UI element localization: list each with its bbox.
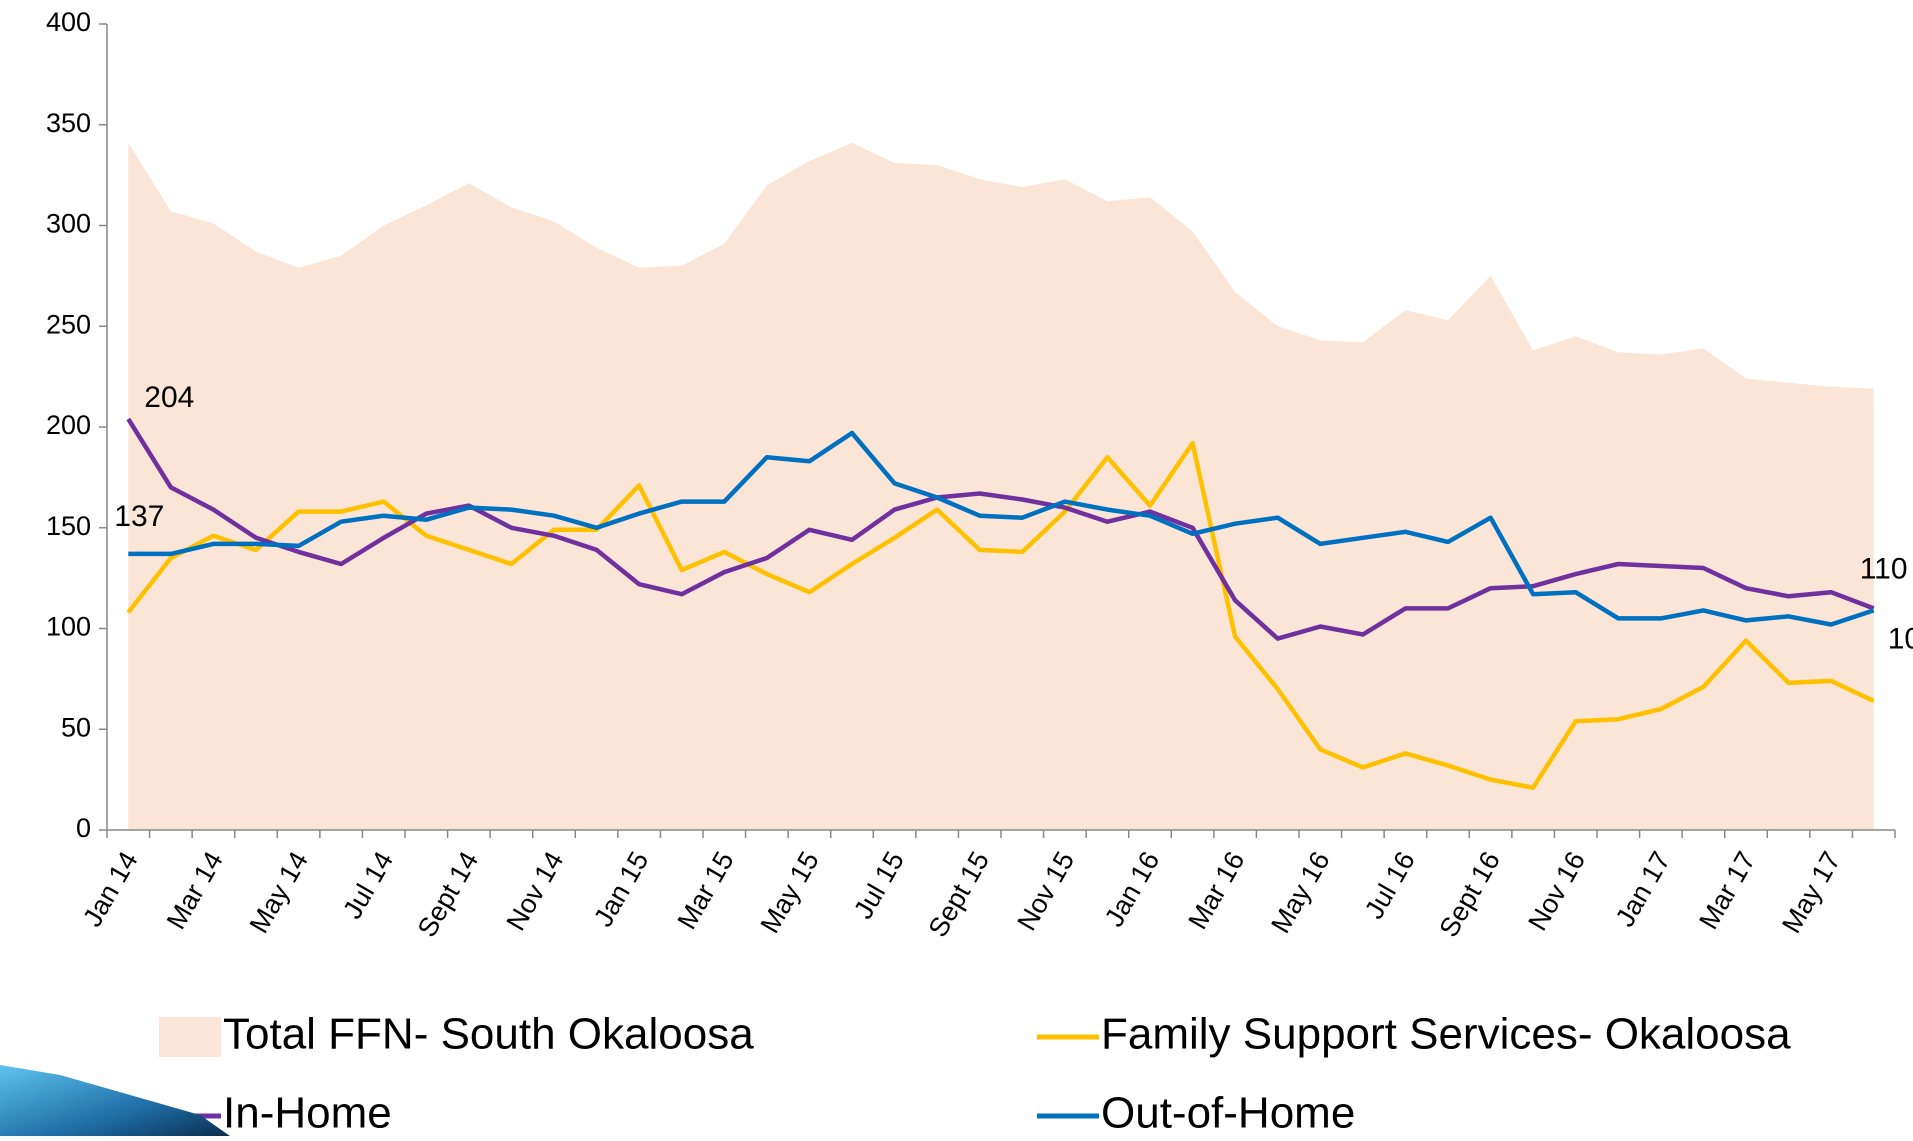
y-tick-label: 400 (46, 7, 91, 37)
x-tick-label: Mar 16 (1183, 846, 1251, 934)
y-tick-label: 350 (46, 108, 91, 138)
legend-swatch (159, 1017, 221, 1057)
y-tick-label: 150 (46, 511, 91, 541)
legend-label: Total FFN- South Okaloosa (223, 1010, 754, 1059)
y-tick-label: 250 (46, 309, 91, 339)
x-tick-label: Jan 17 (1610, 846, 1677, 931)
x-tick-label: Mar 17 (1693, 846, 1761, 934)
legend-label: Out-of-Home (1101, 1089, 1355, 1136)
x-tick-label: Jan 14 (77, 846, 144, 931)
data-label: 109 (1888, 622, 1913, 655)
x-tick-label: Nov 15 (1011, 846, 1080, 935)
legend-label: In-Home (223, 1089, 392, 1136)
x-tick-label: Jul 14 (337, 846, 399, 923)
data-label: 137 (114, 500, 164, 533)
area (128, 142, 1874, 830)
legend-label: Family Support Services- Okaloosa (1101, 1010, 1791, 1059)
y-tick-label: 100 (46, 612, 91, 642)
x-tick-label: Nov 16 (1522, 846, 1591, 935)
x-tick-label: Sept 15 (923, 846, 996, 942)
y-tick-label: 0 (76, 813, 91, 843)
x-tick-label: May 17 (1776, 846, 1846, 938)
x-tick-label: Jan 16 (1099, 846, 1166, 931)
x-tick-label: Jan 15 (588, 846, 655, 931)
data-label: 110 (1860, 552, 1908, 585)
x-tick-label: Sept 16 (1433, 846, 1506, 942)
x-tick-label: May 16 (1265, 846, 1335, 938)
x-tick-label: Mar 14 (161, 846, 229, 934)
x-tick-label: Nov 14 (501, 846, 570, 935)
x-tick-label: Sept 14 (412, 846, 485, 942)
line (128, 430, 1875, 627)
decor-arrow (0, 1065, 230, 1136)
line (126, 440, 1875, 790)
x-tick-label: Jul 15 (848, 846, 910, 923)
data-label: 204 (144, 381, 194, 414)
y-tick-label: 200 (46, 410, 91, 440)
y-tick-label: 300 (46, 209, 91, 239)
x-tick-label: May 15 (755, 846, 825, 938)
y-tick-label: 50 (61, 712, 91, 742)
x-tick-label: May 14 (244, 846, 314, 938)
x-tick-label: Jul 16 (1359, 846, 1421, 923)
x-tick-label: Mar 15 (672, 846, 740, 934)
